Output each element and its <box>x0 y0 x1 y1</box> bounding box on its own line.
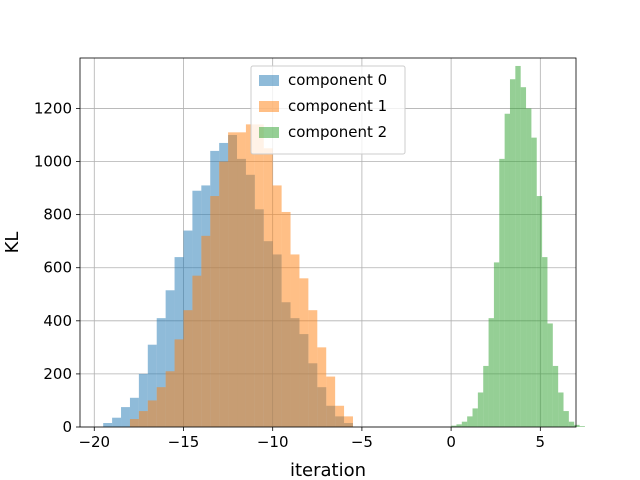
legend-label: component 2 <box>288 123 387 141</box>
histogram-bar <box>103 423 113 427</box>
histogram-bar <box>129 397 139 427</box>
histogram-bar <box>477 392 484 427</box>
histogram-bar <box>579 426 585 427</box>
histogram-bar <box>299 278 309 427</box>
legend-swatch <box>259 101 279 112</box>
histogram-bar <box>219 161 229 427</box>
histogram-bar <box>147 400 157 427</box>
histogram-bar <box>526 108 532 428</box>
histogram-bar <box>509 79 516 427</box>
histogram-bar <box>531 137 537 427</box>
y-axis-label: KL <box>2 232 23 254</box>
histogram-bar <box>488 318 494 427</box>
histogram-bar <box>165 290 175 427</box>
histogram-bars <box>103 65 585 428</box>
histogram-bar <box>515 65 521 428</box>
x-tick-label: 0 <box>446 433 456 451</box>
y-tick-label: 1000 <box>34 153 72 171</box>
histogram-bar <box>112 417 122 427</box>
histogram-bar <box>138 373 148 427</box>
histogram-bar <box>317 347 327 427</box>
x-axis-label: iteration <box>290 460 366 480</box>
histogram-bar <box>536 196 543 427</box>
histogram-bar <box>574 424 580 427</box>
y-tick-label: 800 <box>43 206 72 224</box>
histogram-bar <box>563 411 569 427</box>
histogram-bar <box>165 371 175 427</box>
histogram-bar <box>174 339 184 427</box>
histogram-bar <box>335 405 345 427</box>
histogram-bar <box>237 132 246 427</box>
histogram-bar <box>558 392 564 427</box>
y-tick-label: 600 <box>43 259 72 277</box>
legend-swatch <box>259 127 279 138</box>
histogram-bar <box>254 124 264 427</box>
histogram-bar <box>520 87 527 427</box>
y-axis-ticks: 0 200 400 600 800 1000 1200 <box>34 99 80 436</box>
histogram-bar <box>138 411 148 427</box>
histogram-bar <box>326 376 336 427</box>
x-tick-label: −10 <box>257 433 289 451</box>
series-2 <box>451 65 585 428</box>
legend-entry: component 0 <box>259 71 387 89</box>
legend-box <box>250 65 406 155</box>
x-tick-label: −15 <box>168 433 200 451</box>
histogram-bar <box>483 365 489 427</box>
x-axis-ticks: −20 −15 −10 −5 0 5 <box>78 427 545 451</box>
legend: component 0 component 1 component 2 <box>250 65 406 155</box>
histogram-bar <box>129 419 139 427</box>
histogram-bar <box>499 158 505 428</box>
histogram-bar <box>472 408 478 427</box>
histogram-bar <box>308 310 318 427</box>
histogram-bar <box>281 211 291 427</box>
legend-label: component 1 <box>288 97 387 115</box>
legend-entry: component 1 <box>259 97 387 115</box>
x-tick-label: 5 <box>536 433 546 451</box>
histogram-bar <box>156 387 166 427</box>
histogram-bar <box>344 416 353 427</box>
histogram-bar <box>272 185 282 427</box>
histogram-bar <box>568 421 575 427</box>
y-tick-label: 1200 <box>34 99 72 117</box>
histogram-bar <box>183 310 193 427</box>
histogram-bar <box>451 425 457 427</box>
histogram-bar <box>467 416 473 427</box>
histogram-bar <box>210 196 220 427</box>
histogram-bar <box>461 421 468 427</box>
histogram-bar <box>147 344 157 427</box>
histogram-bar <box>263 148 273 428</box>
legend-entry: component 2 <box>259 123 387 141</box>
y-tick-label: 200 <box>43 365 72 383</box>
histogram-bar <box>290 254 300 427</box>
histogram-bar <box>552 365 559 427</box>
histogram-bar <box>156 318 166 427</box>
plot-area-frame <box>79 57 577 428</box>
x-tick-label: −5 <box>351 433 373 451</box>
histogram-bar <box>228 132 238 427</box>
legend-label: component 0 <box>288 71 387 89</box>
histogram-bar <box>493 262 500 427</box>
histogram-bar <box>192 275 202 427</box>
histogram-bar <box>245 124 255 427</box>
histogram-bar <box>547 323 553 427</box>
histogram-bar <box>201 235 211 427</box>
series-1 <box>129 124 353 428</box>
histogram-bar <box>504 113 510 427</box>
histogram-bar <box>121 407 130 427</box>
histogram-bar <box>542 257 548 427</box>
y-tick-label: 400 <box>43 312 72 330</box>
legend-swatch <box>259 75 279 86</box>
histogram-bar <box>456 424 462 427</box>
y-tick-label: 0 <box>62 418 72 436</box>
x-tick-label: −20 <box>78 433 110 451</box>
